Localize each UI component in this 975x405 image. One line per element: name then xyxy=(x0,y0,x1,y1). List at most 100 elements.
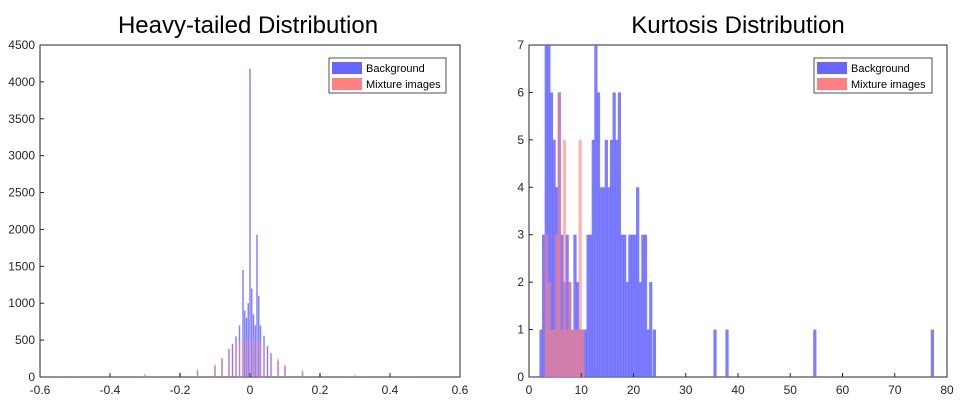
y-tick-label: 4500 xyxy=(8,38,35,52)
bar-mixture xyxy=(245,338,248,377)
bar-mixture xyxy=(228,351,230,377)
bar-background xyxy=(638,282,642,377)
bar-mixture xyxy=(560,329,564,377)
bar-mixture xyxy=(270,352,272,377)
bar-mixture xyxy=(259,342,262,377)
y-tick-label: 3000 xyxy=(8,149,35,163)
x-tick-label: -0.4 xyxy=(100,383,121,397)
bar-background xyxy=(542,234,546,377)
bar-background xyxy=(930,329,934,377)
bar-background xyxy=(725,329,729,377)
bar-background xyxy=(628,234,632,377)
bar-background xyxy=(652,329,656,377)
bar-mixture xyxy=(284,364,286,377)
legend-label-background: Background xyxy=(366,63,425,75)
y-tick-label: 4 xyxy=(517,180,524,194)
bar-background xyxy=(623,234,627,377)
x-tick-label: 70 xyxy=(888,383,902,397)
bar-background xyxy=(406,376,409,377)
bar-background xyxy=(539,329,543,377)
bar-background xyxy=(612,92,616,378)
bar-background xyxy=(583,329,588,377)
legend-label-background: Background xyxy=(851,63,910,75)
bar-mixture xyxy=(570,329,574,377)
y-tick-label: 6 xyxy=(517,85,524,99)
legend-swatch-mixture xyxy=(817,78,847,90)
bar-mixture xyxy=(568,282,572,377)
x-axis-ticks: -0.6 -0.4 -0.2 0 0.2 0.4 0.6 xyxy=(30,373,469,397)
legend-label-mixture: Mixture images xyxy=(851,79,926,91)
y-axis-ticks: 0 500 1000 1500 2000 2500 3000 3500 4000 4500 xyxy=(8,38,44,384)
bar-background xyxy=(586,234,590,377)
heavy-tailed-chart: Heavy-tailed Distribution -0.6 -0.4 -0.2 0 0… xyxy=(8,12,468,397)
x-tick-label: -0.6 xyxy=(30,383,51,397)
bar-mixture xyxy=(544,234,548,377)
bar-mixture xyxy=(221,357,223,377)
bar-background xyxy=(643,234,648,377)
bar-background xyxy=(560,234,564,377)
y-axis-ticks: 0 1 2 3 4 5 6 7 xyxy=(517,38,533,384)
bar-background xyxy=(573,234,577,377)
bar-mixture xyxy=(549,329,554,377)
bar-background xyxy=(602,187,606,377)
bar-background xyxy=(565,234,569,377)
bar-background xyxy=(544,45,548,377)
bar-mixture xyxy=(235,346,237,377)
bar-mixture xyxy=(252,338,255,377)
x-tick-label: 80 xyxy=(940,383,954,397)
bar-mixture xyxy=(547,282,551,377)
bar-background xyxy=(552,139,556,377)
bar-mixture xyxy=(581,329,585,377)
bar-mixture xyxy=(575,329,580,377)
bar-mixture xyxy=(557,92,561,378)
bar-mixture xyxy=(562,139,567,377)
x-tick-label: 50 xyxy=(784,383,798,397)
x-tick-label: -0.2 xyxy=(170,383,191,397)
y-tick-label: 4000 xyxy=(8,75,35,89)
bar-mixture xyxy=(301,369,304,377)
y-tick-label: 1000 xyxy=(8,296,35,310)
bar-mixture xyxy=(56,375,59,377)
bar-mixture xyxy=(277,358,279,377)
bar-background xyxy=(636,187,640,377)
y-tick-label: 0 xyxy=(517,370,524,384)
bar-background xyxy=(813,329,817,377)
bar-background xyxy=(596,92,601,378)
bar-background xyxy=(254,325,256,377)
bar-mixture xyxy=(578,139,582,377)
legend-swatch-background xyxy=(817,62,847,74)
bar-mixture xyxy=(256,340,258,377)
bar-mixture xyxy=(573,329,577,377)
bar-background xyxy=(549,92,554,378)
bar-background xyxy=(249,68,251,378)
y-tick-label: 1500 xyxy=(8,259,35,273)
bar-mixture xyxy=(214,363,216,377)
bar-background xyxy=(591,139,595,377)
x-tick-label: 10 xyxy=(575,383,589,397)
y-tick-label: 500 xyxy=(15,333,35,347)
x-tick-label: 0 xyxy=(247,383,254,397)
bar-mixture xyxy=(555,234,559,377)
bar-background xyxy=(620,234,624,377)
bar-background xyxy=(617,92,621,378)
chart-title: Kurtosis Distribution xyxy=(631,12,844,39)
bar-background xyxy=(599,187,603,377)
bar-mixture xyxy=(196,368,199,377)
bar-background xyxy=(256,234,258,377)
bar-background xyxy=(607,187,611,377)
y-tick-label: 2500 xyxy=(8,186,35,200)
bar-mixture xyxy=(242,339,244,377)
bar-background xyxy=(713,329,717,377)
bar-background xyxy=(604,139,608,377)
bar-background xyxy=(633,234,637,377)
bar-background xyxy=(251,288,253,377)
legend-swatch-background xyxy=(332,62,362,74)
y-tick-label: 3 xyxy=(517,228,524,242)
chart-title: Heavy-tailed Distribution xyxy=(118,12,378,39)
bar-background xyxy=(244,310,246,377)
x-tick-label: 20 xyxy=(627,383,641,397)
bar-mixture xyxy=(354,374,356,377)
x-tick-label: 60 xyxy=(836,383,850,397)
bar-background xyxy=(247,303,249,377)
